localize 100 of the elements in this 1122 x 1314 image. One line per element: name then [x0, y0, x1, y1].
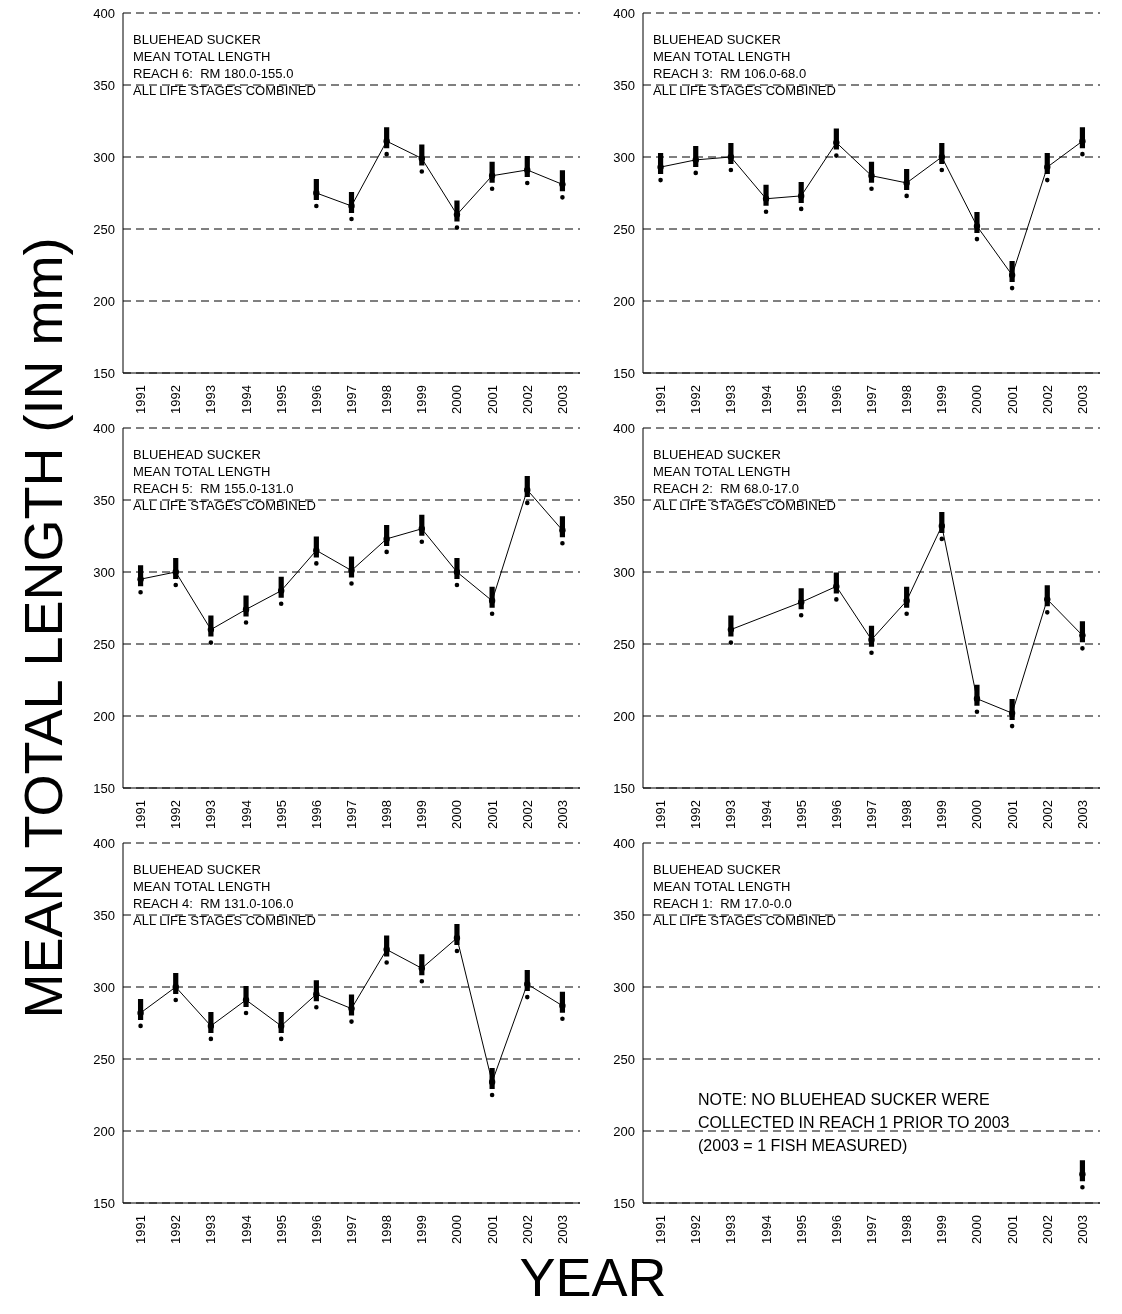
y-tick-label: 400	[613, 420, 635, 436]
x-tick-label: 2003	[554, 1215, 570, 1244]
x-tick-label: 2000	[449, 800, 465, 829]
x-tick-label: 1995	[273, 800, 289, 829]
point	[418, 525, 426, 532]
y-tick-label: 350	[613, 492, 635, 508]
y-tick-label: 400	[93, 835, 115, 851]
text: BLUEHEAD SUCKER	[653, 446, 782, 463]
y-tick-label: 250	[93, 636, 115, 652]
x-tick-label: 1996	[828, 800, 844, 829]
y-tick-label: 300	[93, 564, 115, 580]
y-tick-label: 300	[613, 149, 635, 165]
y-tick-label: 350	[613, 77, 635, 93]
annotation: ALL LIFE STAGES COMBINED	[133, 497, 316, 514]
y-tick-label: 350	[93, 492, 115, 508]
x-tick-label: 1999	[414, 1215, 430, 1244]
point	[383, 137, 390, 145]
text: BLUEHEAD SUCKER	[133, 446, 262, 463]
point	[833, 139, 840, 146]
point	[383, 946, 390, 953]
y-tick-label: 150	[93, 780, 115, 796]
point	[868, 172, 875, 179]
x-tick-label: 1992	[688, 385, 704, 414]
y-tick-label: 200	[93, 708, 115, 724]
x-tick-label: 1991	[133, 800, 149, 829]
annotation: REACH 6: RM 180.0-155.0	[133, 65, 295, 82]
point	[488, 597, 496, 604]
x-tick-label: 1993	[203, 800, 219, 829]
x-tick-label: 2000	[449, 385, 465, 414]
point	[868, 636, 875, 643]
x-tick-label: 2000	[969, 385, 985, 414]
y-tick-label: 250	[613, 1051, 635, 1067]
point	[418, 155, 426, 162]
x-tick-label: 1991	[653, 800, 669, 829]
annotation: REACH 5: RM 155.0-131.0	[133, 480, 295, 497]
y-tick-label: 400	[93, 420, 115, 436]
y-tick-label: 400	[613, 5, 635, 21]
point	[488, 172, 496, 179]
x-tick-label: 1994	[238, 800, 254, 829]
x-tick-label: 1995	[793, 800, 809, 829]
point	[453, 211, 461, 218]
point	[242, 606, 250, 613]
x-tick-label: 1998	[379, 800, 395, 829]
annotation: REACH 1: RM 17.0-0.0	[653, 895, 793, 912]
x-tick-label: 2001	[1004, 800, 1020, 829]
point	[938, 153, 946, 161]
y-axis-title: MEAN TOTAL LENGTH (IN mm)	[12, 237, 74, 1019]
x-tick-label: 1999	[934, 385, 950, 414]
y-tick-label: 150	[93, 365, 115, 381]
x-tick-label: 2003	[1074, 1215, 1090, 1244]
annotation: REACH 4: RM 131.0-106.0	[133, 895, 295, 912]
x-tick-label: 2002	[1039, 385, 1055, 414]
y-tick-label: 250	[613, 636, 635, 652]
x-tick-label: 1997	[864, 800, 879, 829]
x-tick-label: 2001	[1004, 1215, 1020, 1244]
point	[453, 934, 461, 942]
point	[1008, 271, 1016, 279]
point	[418, 965, 426, 972]
y-tick-label: 150	[93, 1195, 115, 1211]
text: BLUEHEAD SUCKER	[133, 861, 262, 878]
point	[973, 695, 981, 702]
point	[727, 626, 735, 633]
annotation: ALL LIFE STAGES COMBINED	[653, 497, 836, 514]
y-tick-label: 200	[93, 1123, 115, 1139]
y-tick-label: 200	[93, 293, 115, 309]
x-tick-label: 2003	[1074, 800, 1090, 829]
y-tick-label: 350	[93, 77, 115, 93]
x-tick-label: 1999	[414, 800, 430, 829]
point	[313, 189, 320, 197]
annotation: ALL LIFE STAGES COMBINED	[653, 82, 836, 99]
y-tick-label: 200	[613, 293, 635, 309]
x-tick-label: 1996	[308, 385, 324, 414]
x-tick-label: 1998	[379, 1215, 395, 1244]
x-tick-label: 1998	[899, 800, 915, 829]
point	[797, 192, 805, 200]
x-tick-label: 1993	[723, 1215, 739, 1244]
x-tick-label: 1996	[308, 1215, 324, 1244]
point	[727, 153, 735, 161]
text: BLUEHEAD SUCKER	[653, 31, 782, 48]
point	[1044, 596, 1051, 603]
x-tick-label: 1994	[238, 385, 254, 414]
y-tick-label: 250	[613, 221, 635, 237]
text: MEAN TOTAL LENGTH	[133, 463, 272, 480]
x-tick-label: 1996	[308, 800, 324, 829]
x-tick-label: 1994	[758, 800, 774, 829]
x-tick-label: 1992	[688, 800, 704, 829]
text: MEAN TOTAL LENGTH	[653, 463, 792, 480]
point	[559, 181, 566, 188]
x-tick-label: 1997	[344, 1215, 359, 1244]
y-tick-label: 150	[613, 1195, 635, 1211]
x-tick-label: 1998	[379, 385, 395, 414]
point	[833, 583, 840, 590]
y-tick-label: 250	[93, 1051, 115, 1067]
annotation: NOTE: NO BLUEHEAD SUCKER WERE COLLECTED IN REACH 1 PRIOR TO 2003 (2003 = 1 FISH MEASURED)	[698, 1090, 1011, 1156]
point	[172, 983, 179, 991]
x-tick-label: 2002	[1039, 800, 1055, 829]
x-tick-label: 1992	[168, 385, 184, 414]
x-tick-label: 2002	[519, 1215, 535, 1244]
point	[1008, 709, 1016, 717]
annotation: ALL LIFE STAGES COMBINED	[133, 912, 316, 929]
